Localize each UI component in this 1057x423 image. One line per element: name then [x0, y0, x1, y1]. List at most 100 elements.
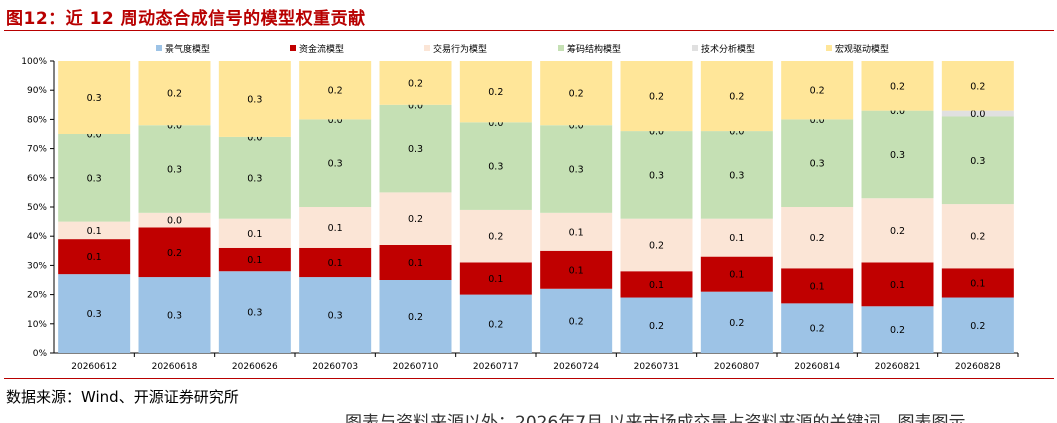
data-label-20260807-series-4: 0.3 [729, 170, 744, 181]
bar-20260828-series-6 [941, 61, 1014, 111]
x-tick-label-20260821: 20260821 [875, 362, 921, 372]
bar-20260626-series-6 [218, 61, 291, 137]
legend-swatch-5 [692, 45, 698, 51]
data-label-20260618-series-5: 0.0 [167, 121, 182, 132]
bar-20260612-series-6 [58, 61, 131, 134]
data-label-20260703-series-5: 0.0 [328, 115, 343, 126]
x-tick-label-20260612: 20260612 [71, 362, 117, 372]
data-label-20260612-series-4: 0.3 [87, 173, 102, 184]
data-label-20260828-series-1: 0.2 [970, 321, 985, 332]
bar-20260626-series-3 [218, 218, 291, 248]
data-label-20260626-series-5: 0.0 [247, 132, 262, 143]
bar-20260821-series-3 [861, 198, 934, 263]
data-label-20260724-series-6: 0.2 [569, 89, 584, 100]
data-label-20260703-series-2: 0.1 [328, 258, 343, 269]
bar-20260612-series-1 [58, 274, 131, 353]
bar-20260807-series-3 [700, 218, 773, 257]
bar-20260717-series-6 [459, 61, 532, 123]
data-label-20260717-series-2: 0.1 [488, 274, 503, 285]
x-tick-label-20260618: 20260618 [152, 362, 198, 372]
bar-20260821-series-2 [861, 262, 934, 307]
bar-20260814-series-3 [781, 207, 854, 269]
data-label-20260703-series-1: 0.3 [328, 311, 343, 322]
legend-swatch-6 [826, 45, 832, 51]
data-label-20260731-series-1: 0.2 [649, 321, 664, 332]
bar-20260807-series-6 [700, 61, 773, 132]
data-label-20260828-series-3: 0.2 [970, 232, 985, 243]
data-label-20260710-series-5: 0.0 [408, 100, 423, 111]
data-label-20260618-series-2: 0.2 [167, 248, 182, 259]
bar-20260814-series-1 [781, 303, 854, 353]
bar-20260828-series-4 [941, 116, 1014, 205]
data-label-20260703-series-4: 0.3 [328, 159, 343, 170]
data-label-20260612-series-5: 0.0 [87, 130, 102, 141]
y-tick-label-1: 10% [27, 320, 47, 330]
x-tick-label-20260814: 20260814 [794, 362, 840, 372]
x-tick-label-20260626: 20260626 [232, 362, 278, 372]
data-label-20260724-series-5: 0.0 [569, 121, 584, 132]
bar-20260828-series-2 [941, 268, 1014, 298]
bar-20260807-series-2 [700, 256, 773, 292]
title-divider [4, 30, 1054, 31]
data-label-20260612-series-2: 0.1 [87, 252, 102, 263]
data-label-20260814-series-2: 0.1 [810, 281, 825, 292]
bar-20260710-series-4 [379, 104, 452, 193]
data-label-20260710-series-3: 0.2 [408, 214, 423, 225]
data-label-20260731-series-6: 0.2 [649, 92, 664, 103]
data-label-20260821-series-6: 0.2 [890, 81, 905, 92]
bar-20260814-series-4 [781, 119, 854, 207]
data-label-20260731-series-5: 0.0 [649, 127, 664, 138]
bar-20260703-series-3 [299, 207, 372, 248]
x-tick-label-20260731: 20260731 [634, 362, 680, 372]
data-label-20260814-series-3: 0.2 [810, 233, 825, 244]
bar-20260807-series-4 [700, 131, 773, 219]
data-label-20260717-series-3: 0.2 [488, 232, 503, 243]
data-label-20260724-series-1: 0.2 [569, 316, 584, 327]
data-label-20260828-series-2: 0.1 [970, 278, 985, 289]
bar-20260724-series-6 [540, 61, 613, 126]
data-label-20260814-series-4: 0.3 [810, 159, 825, 170]
bar-20260626-series-1 [218, 271, 291, 353]
data-label-20260821-series-4: 0.3 [890, 150, 905, 161]
bar-20260724-series-4 [540, 125, 613, 213]
data-label-20260724-series-3: 0.1 [569, 227, 584, 238]
legend-label-3: 交易行为模型 [433, 43, 487, 55]
bar-20260828-series-5 [941, 110, 1014, 117]
bar-20260612-series-3 [58, 221, 131, 240]
data-label-20260821-series-3: 0.2 [890, 226, 905, 237]
bar-20260710-series-3 [379, 192, 452, 245]
legend-label-4: 筹码结构模型 [567, 43, 621, 55]
data-label-20260717-series-5: 0.0 [488, 118, 503, 129]
data-label-20260612-series-1: 0.3 [87, 309, 102, 320]
data-label-20260821-series-2: 0.1 [890, 280, 905, 291]
data-label-20260828-series-6: 0.2 [970, 81, 985, 92]
bar-20260717-series-2 [459, 262, 532, 295]
bar-20260731-series-6 [620, 61, 693, 132]
bar-20260626-series-2 [218, 247, 291, 272]
legend-swatch-4 [558, 45, 564, 51]
data-label-20260814-series-6: 0.2 [810, 86, 825, 97]
data-label-20260731-series-3: 0.2 [649, 240, 664, 251]
data-label-20260814-series-5: 0.0 [810, 115, 825, 126]
bar-20260703-series-6 [299, 61, 372, 120]
bar-20260724-series-2 [540, 250, 613, 289]
y-tick-label-9: 90% [27, 86, 47, 96]
data-label-20260703-series-6: 0.2 [328, 86, 343, 97]
data-label-20260807-series-2: 0.1 [729, 270, 744, 281]
x-tick-label-20260807: 20260807 [714, 362, 760, 372]
y-tick-label-4: 40% [27, 232, 47, 242]
bar-20260814-series-6 [781, 61, 854, 120]
data-label-20260618-series-6: 0.2 [167, 89, 182, 100]
data-label-20260724-series-4: 0.3 [569, 165, 584, 176]
bar-20260618-series-3 [138, 212, 211, 228]
data-label-20260618-series-3: 0.0 [167, 216, 182, 227]
y-tick-label-8: 80% [27, 115, 47, 125]
y-tick-label-3: 30% [27, 261, 47, 271]
data-label-20260710-series-2: 0.1 [408, 258, 423, 269]
data-label-20260710-series-4: 0.3 [408, 144, 423, 155]
bar-20260618-series-4 [138, 125, 211, 213]
data-label-20260710-series-1: 0.2 [408, 312, 423, 323]
legend-swatch-1 [156, 45, 162, 51]
legend-label-2: 资金流模型 [299, 43, 344, 55]
bar-20260821-series-4 [861, 110, 934, 199]
